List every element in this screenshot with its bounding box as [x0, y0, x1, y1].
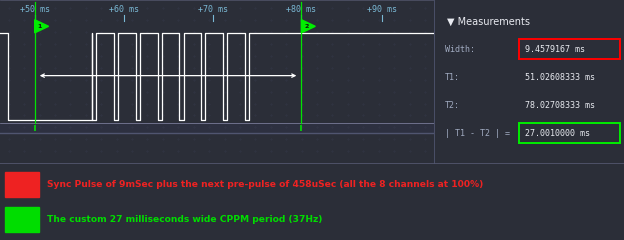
Text: | T1 - T2 | =: | T1 - T2 | =: [445, 129, 510, 138]
Text: 9.4579167 ms: 9.4579167 ms: [525, 45, 585, 54]
Bar: [519, 39, 620, 59]
Text: +90 ms: +90 ms: [367, 5, 397, 14]
Text: +70 ms: +70 ms: [198, 5, 228, 14]
Text: +60 ms: +60 ms: [109, 5, 139, 14]
Bar: [5, 208, 39, 232]
Text: 2: 2: [304, 24, 308, 29]
Text: ▼ Measurements: ▼ Measurements: [447, 16, 530, 26]
Text: 51.02608333 ms: 51.02608333 ms: [525, 73, 595, 82]
Polygon shape: [35, 20, 49, 33]
Bar: [5, 172, 39, 197]
Bar: [519, 123, 620, 143]
Text: 27.0010000 ms: 27.0010000 ms: [525, 129, 590, 138]
Text: 1: 1: [37, 24, 42, 29]
Polygon shape: [301, 20, 315, 33]
Text: Width:: Width:: [445, 45, 475, 54]
Text: +80 ms: +80 ms: [286, 5, 316, 14]
Text: T2:: T2:: [445, 101, 460, 110]
Text: The custom 27 milliseconds wide CPPM period (37Hz): The custom 27 milliseconds wide CPPM per…: [47, 216, 322, 224]
Text: +50 ms: +50 ms: [20, 5, 50, 14]
Text: T1:: T1:: [445, 73, 460, 82]
Text: 78.02708333 ms: 78.02708333 ms: [525, 101, 595, 110]
Text: Sync Pulse of 9mSec plus the next pre-pulse of 458uSec (all the 8 channels at 10: Sync Pulse of 9mSec plus the next pre-pu…: [47, 180, 483, 189]
